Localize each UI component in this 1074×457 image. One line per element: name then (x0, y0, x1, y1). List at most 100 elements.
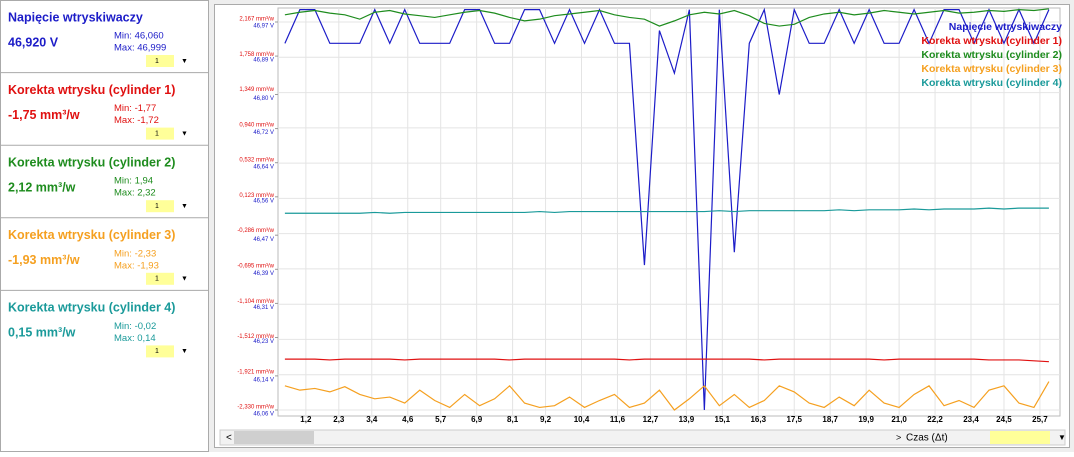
x-tick-label: 3,4 (366, 415, 378, 424)
panel-min: Min: -0,02 (114, 321, 156, 332)
panel-max: Max: 46,999 (114, 43, 166, 54)
y2-tick-label: 46,06 V (253, 412, 274, 418)
scale-select-value[interactable]: 1 (155, 58, 159, 65)
legend-entry: Napięcie wtryskiwaczy (949, 21, 1062, 33)
legend-entry: Korekta wtrysku (cylinder 1) (921, 35, 1062, 47)
series-line (284, 381, 1050, 411)
x-tick-label: 18,7 (822, 415, 838, 424)
y-tick-label: -1,921 mm³/w (237, 369, 274, 375)
y2-tick-label: 46,89 V (253, 58, 274, 64)
scale-select[interactable] (146, 272, 174, 285)
y2-tick-label: 46,23 V (253, 339, 274, 345)
panel-title: Korekta wtrysku (cylinder 3) (8, 228, 175, 242)
scale-select-value[interactable]: 1 (155, 276, 159, 283)
series-line (284, 207, 1049, 214)
series-line (284, 8, 1049, 27)
y-tick-label: -1,512 mm³/w (237, 334, 274, 340)
y-tick-label: 0,123 mm³/w (239, 193, 274, 199)
y-tick-label: -0,286 mm³/w (237, 228, 274, 234)
panel-value: 2,12 mm³/w (8, 180, 76, 194)
panel-value: 46,920 V (8, 35, 59, 49)
panel-max: Max: -1,93 (114, 260, 159, 271)
legend-entry: Korekta wtrysku (cylinder 2) (921, 49, 1062, 61)
y-tick-label: 1,349 mm³/w (239, 87, 274, 93)
scale-select[interactable] (146, 55, 174, 67)
y2-tick-label: 46,47 V (253, 237, 274, 243)
scale-select[interactable] (146, 200, 174, 213)
x-tick-label: 11,6 (610, 415, 626, 424)
y-tick-label: -0,695 mm³/w (237, 264, 274, 270)
dropdown-arrow[interactable]: ▼ (181, 203, 188, 210)
x-tick-label: 21,0 (891, 415, 907, 424)
x-tick-label: 22,2 (927, 415, 943, 424)
scale-select[interactable] (146, 127, 174, 140)
panel-min: Min: -1,77 (114, 103, 156, 114)
panel-min: Min: -2,33 (114, 248, 156, 259)
y2-tick-label: 46,64 V (253, 164, 274, 170)
x-tick-label: 10,4 (574, 415, 590, 424)
x-tick-label: 6,9 (471, 415, 483, 424)
x-tick-label: 17,5 (786, 415, 802, 424)
side-panel (0, 0, 209, 452)
x-tick-label: 25,7 (1032, 415, 1048, 424)
y2-tick-label: 46,39 V (253, 271, 274, 277)
x-tick-label: 12,7 (643, 415, 659, 424)
dropdown-arrow[interactable]: ▼ (181, 348, 188, 355)
series-line (284, 7, 1050, 411)
panel-title: Korekta wtrysku (cylinder 1) (8, 83, 175, 97)
x-tick-label: 8,1 (507, 415, 519, 424)
y2-tick-label: 46,56 V (253, 198, 274, 204)
legend-entry: Korekta wtrysku (cylinder 3) (921, 63, 1062, 75)
x-tick-label: 23,4 (963, 415, 979, 424)
y2-tick-label: 46,72 V (253, 130, 274, 136)
dropdown-arrow[interactable]: ▼ (181, 58, 188, 65)
x-tick-label: 16,3 (750, 415, 766, 424)
scale-select-value[interactable]: 1 (155, 130, 159, 137)
scroll-left[interactable]: < (226, 433, 232, 444)
y-tick-label: 0,532 mm³/w (239, 158, 274, 164)
x-tick-label: 5,7 (435, 415, 447, 424)
x-tick-label: 19,9 (858, 415, 874, 424)
scale-select[interactable] (146, 345, 174, 358)
scroll-right[interactable]: > (896, 432, 901, 442)
dropdown-arrow[interactable]: ▼ (181, 276, 188, 283)
panel-value: -1,75 mm³/w (8, 108, 80, 122)
panel-min: Min: 1,94 (114, 176, 153, 187)
legend-entry: Korekta wtrysku (cylinder 4) (921, 77, 1062, 89)
y2-tick-label: 46,31 V (253, 305, 274, 311)
panel-value: -1,93 mm³/w (8, 253, 80, 267)
y-tick-label: 0,940 mm³/w (239, 122, 274, 128)
panel-title: Napięcie wtryskiwaczy (8, 10, 143, 24)
panel-title: Korekta wtrysku (cylinder 4) (8, 301, 175, 315)
panel-max: Max: -1,72 (114, 115, 159, 126)
panel-max: Max: 0,14 (114, 333, 156, 344)
x-axis-label: Czas (Δt) (906, 433, 948, 444)
y-tick-label: -1,104 mm³/w (237, 299, 274, 305)
x-tick-label: 2,3 (333, 415, 345, 424)
panel-title: Korekta wtrysku (cylinder 2) (8, 155, 175, 169)
x-tick-label: 1,2 (300, 415, 312, 424)
x-tick-label: 24,5 (996, 415, 1012, 424)
x-tick-label: 4,6 (402, 415, 414, 424)
scale-select-value[interactable]: 1 (155, 348, 159, 355)
panel-min: Min: 46,060 (114, 31, 164, 42)
time-select[interactable] (990, 431, 1050, 444)
y2-tick-label: 46,80 V (253, 96, 274, 102)
dropdown-arrow[interactable]: ▼ (1058, 433, 1066, 442)
x-tick-label: 15,1 (715, 415, 731, 424)
x-tick-label: 13,9 (679, 415, 695, 424)
panel-value: 0,15 mm³/w (8, 326, 76, 340)
y-tick-label: -2,330 mm³/w (237, 405, 274, 411)
scale-select-value[interactable]: 1 (155, 203, 159, 210)
panel-max: Max: 2,32 (114, 188, 156, 199)
y-tick-label: 2,167 mm³/w (239, 17, 274, 23)
x-tick-label: 9,2 (540, 415, 552, 424)
y-tick-label: 1,758 mm³/w (239, 52, 274, 58)
scroll-thumb[interactable] (234, 431, 314, 444)
series-line (284, 358, 1049, 363)
y2-tick-label: 46,97 V (253, 24, 274, 30)
dropdown-arrow[interactable]: ▼ (181, 130, 188, 137)
scrollbar[interactable] (219, 429, 1066, 446)
y2-tick-label: 46,14 V (253, 377, 274, 383)
